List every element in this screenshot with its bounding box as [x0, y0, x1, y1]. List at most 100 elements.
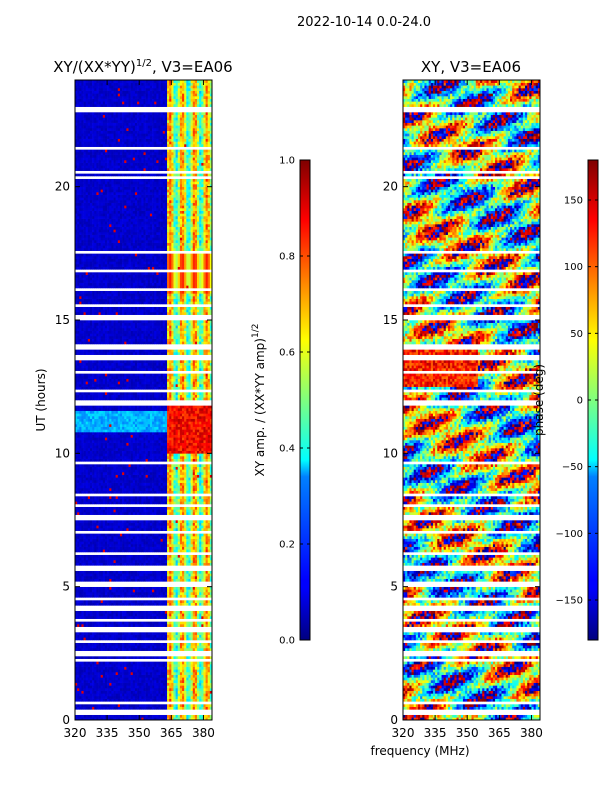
heatmap-cell [139, 522, 142, 526]
heatmap-cell [85, 522, 89, 526]
heatmap-cell [192, 512, 196, 515]
heatmap-cell [169, 578, 172, 582]
heatmap-cell [139, 648, 142, 651]
heatmap-cell [79, 466, 82, 470]
heatmap-cell [184, 685, 187, 689]
heatmap-cell [158, 613, 161, 617]
heatmap-cell [190, 706, 194, 710]
heatmap-cell [89, 496, 93, 499]
heatmap-cell [107, 554, 110, 558]
heatmap-cell [87, 680, 91, 683]
heatmap-cell [81, 698, 84, 702]
heatmap-cell [85, 482, 89, 486]
heatmap-cell [81, 496, 84, 499]
heatmap-cell [137, 536, 140, 539]
heatmap-cell [85, 509, 89, 513]
heatmap-cell [169, 506, 172, 510]
heatmap-cell [124, 690, 127, 694]
heatmap-cell [141, 674, 144, 678]
heatmap-cell [154, 645, 157, 649]
heatmap-cell [177, 538, 181, 542]
heatmap-cell [79, 480, 82, 483]
heatmap-cell [128, 498, 131, 502]
heatmap-cell [92, 690, 95, 694]
heatmap-cell [190, 544, 194, 547]
heatmap-cell [182, 520, 185, 523]
heatmap-cell [184, 450, 187, 454]
heatmap-cell [175, 592, 179, 595]
heatmap-cell [117, 693, 121, 697]
heatmap-cell [194, 688, 198, 691]
heatmap-cell [194, 546, 198, 550]
heatmap-cell [188, 560, 191, 563]
heatmap-cell [167, 690, 170, 694]
heatmap-cell [139, 669, 142, 673]
heatmap-cell [75, 474, 78, 478]
heatmap-cell [207, 661, 211, 665]
heatmap-cell [109, 656, 112, 659]
heatmap-cell [173, 594, 176, 598]
heatmap-cell [179, 549, 183, 553]
heatmap-cell [179, 458, 183, 462]
heatmap-cell [92, 632, 95, 635]
heatmap-cell [104, 693, 108, 697]
heatmap-cell [89, 506, 93, 510]
heatmap-cell [130, 706, 134, 710]
heatmap-cell [139, 544, 142, 547]
heatmap-cell [192, 576, 196, 579]
heatmap-cell [92, 560, 95, 563]
heatmap-cell [126, 669, 129, 673]
heatmap-cell [149, 576, 153, 579]
heatmap-cell [156, 480, 159, 483]
heatmap-cell [169, 610, 172, 614]
heatmap-cell [111, 688, 114, 691]
heatmap-cell [201, 714, 204, 718]
heatmap-cell [126, 688, 129, 691]
heatmap-cell [143, 469, 146, 473]
heatmap-cell [113, 538, 116, 542]
heatmap-cell [109, 464, 112, 467]
heatmap-cell [94, 645, 97, 649]
heatmap-cell [171, 549, 174, 553]
heatmap-cell [128, 610, 131, 614]
heatmap-cell [192, 520, 196, 523]
heatmap-cell [81, 538, 84, 542]
heatmap-cell [177, 645, 181, 649]
heatmap-cell [156, 453, 159, 457]
heatmap-cell [137, 480, 140, 483]
heatmap-cell [143, 544, 146, 547]
heatmap-cell [130, 477, 134, 481]
heatmap-cell [87, 696, 91, 699]
heatmap-cell [179, 560, 183, 563]
heatmap-cell [113, 664, 116, 667]
heatmap-cell [137, 589, 140, 593]
heatmap-cell [147, 664, 151, 667]
heatmap-cell [132, 472, 136, 475]
heatmap-cell [126, 677, 129, 681]
heatmap-cell [77, 533, 80, 537]
heatmap-cell [124, 456, 127, 459]
heatmap-cell [190, 458, 194, 462]
heatmap-cell [115, 706, 119, 710]
heatmap-cell [171, 538, 174, 542]
heatmap-cell [184, 600, 187, 603]
heatmap-cell [197, 488, 200, 491]
heatmap-cell [169, 477, 172, 481]
heatmap-cell [152, 458, 155, 462]
heatmap-cell [209, 485, 212, 489]
heatmap-cell [190, 589, 194, 593]
heatmap-cell [177, 717, 181, 720]
heatmap-cell [182, 666, 185, 670]
heatmap-cell [147, 594, 151, 598]
heatmap-cell [207, 496, 211, 499]
heatmap-cell [75, 522, 78, 526]
heatmap-cell [124, 450, 127, 454]
heatmap-cell [96, 674, 99, 678]
heatmap-cell [143, 562, 146, 566]
heatmap-cell [124, 570, 127, 574]
heatmap-cell [96, 549, 99, 553]
heatmap-cell [85, 586, 89, 590]
heatmap-cell [130, 661, 134, 665]
heatmap-cell [156, 544, 159, 547]
heatmap-cell [190, 538, 194, 542]
